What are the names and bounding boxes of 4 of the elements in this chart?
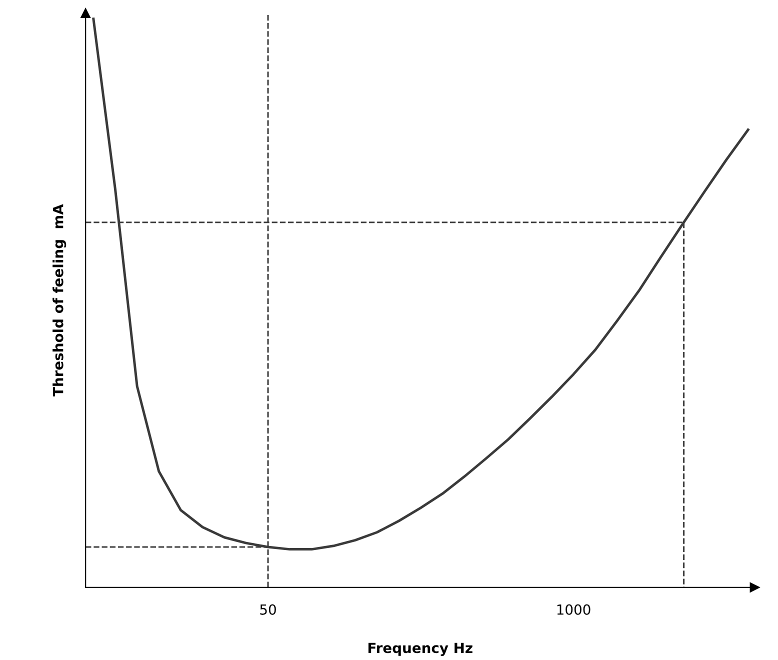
y-axis-title: Threshold of feeling mA	[52, 204, 66, 396]
x-tick-label: 50	[260, 604, 276, 615]
x-tick-label: 1000	[557, 604, 590, 615]
x-axis-title: Frequency Hz	[368, 642, 472, 656]
